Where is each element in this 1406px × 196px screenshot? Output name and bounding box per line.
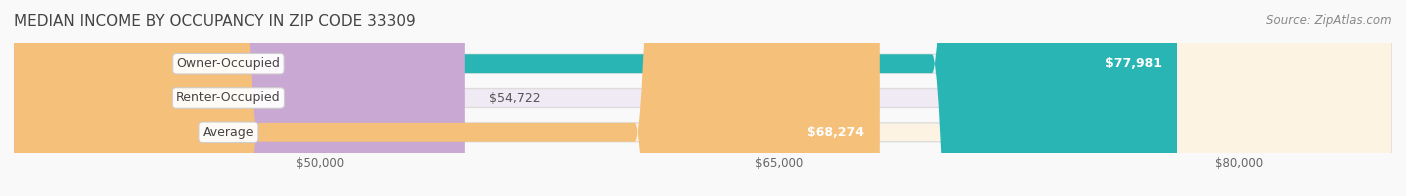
Text: $77,981: $77,981	[1105, 57, 1161, 70]
Text: $68,274: $68,274	[807, 126, 865, 139]
FancyBboxPatch shape	[14, 0, 1177, 196]
Text: Source: ZipAtlas.com: Source: ZipAtlas.com	[1267, 14, 1392, 27]
Text: $54,722: $54,722	[489, 92, 541, 104]
Text: MEDIAN INCOME BY OCCUPANCY IN ZIP CODE 33309: MEDIAN INCOME BY OCCUPANCY IN ZIP CODE 3…	[14, 14, 416, 29]
FancyBboxPatch shape	[14, 0, 1392, 196]
FancyBboxPatch shape	[14, 0, 1392, 196]
FancyBboxPatch shape	[14, 0, 880, 196]
Text: Owner-Occupied: Owner-Occupied	[177, 57, 280, 70]
FancyBboxPatch shape	[14, 0, 1392, 196]
FancyBboxPatch shape	[14, 0, 465, 196]
Text: Average: Average	[202, 126, 254, 139]
Text: Renter-Occupied: Renter-Occupied	[176, 92, 281, 104]
